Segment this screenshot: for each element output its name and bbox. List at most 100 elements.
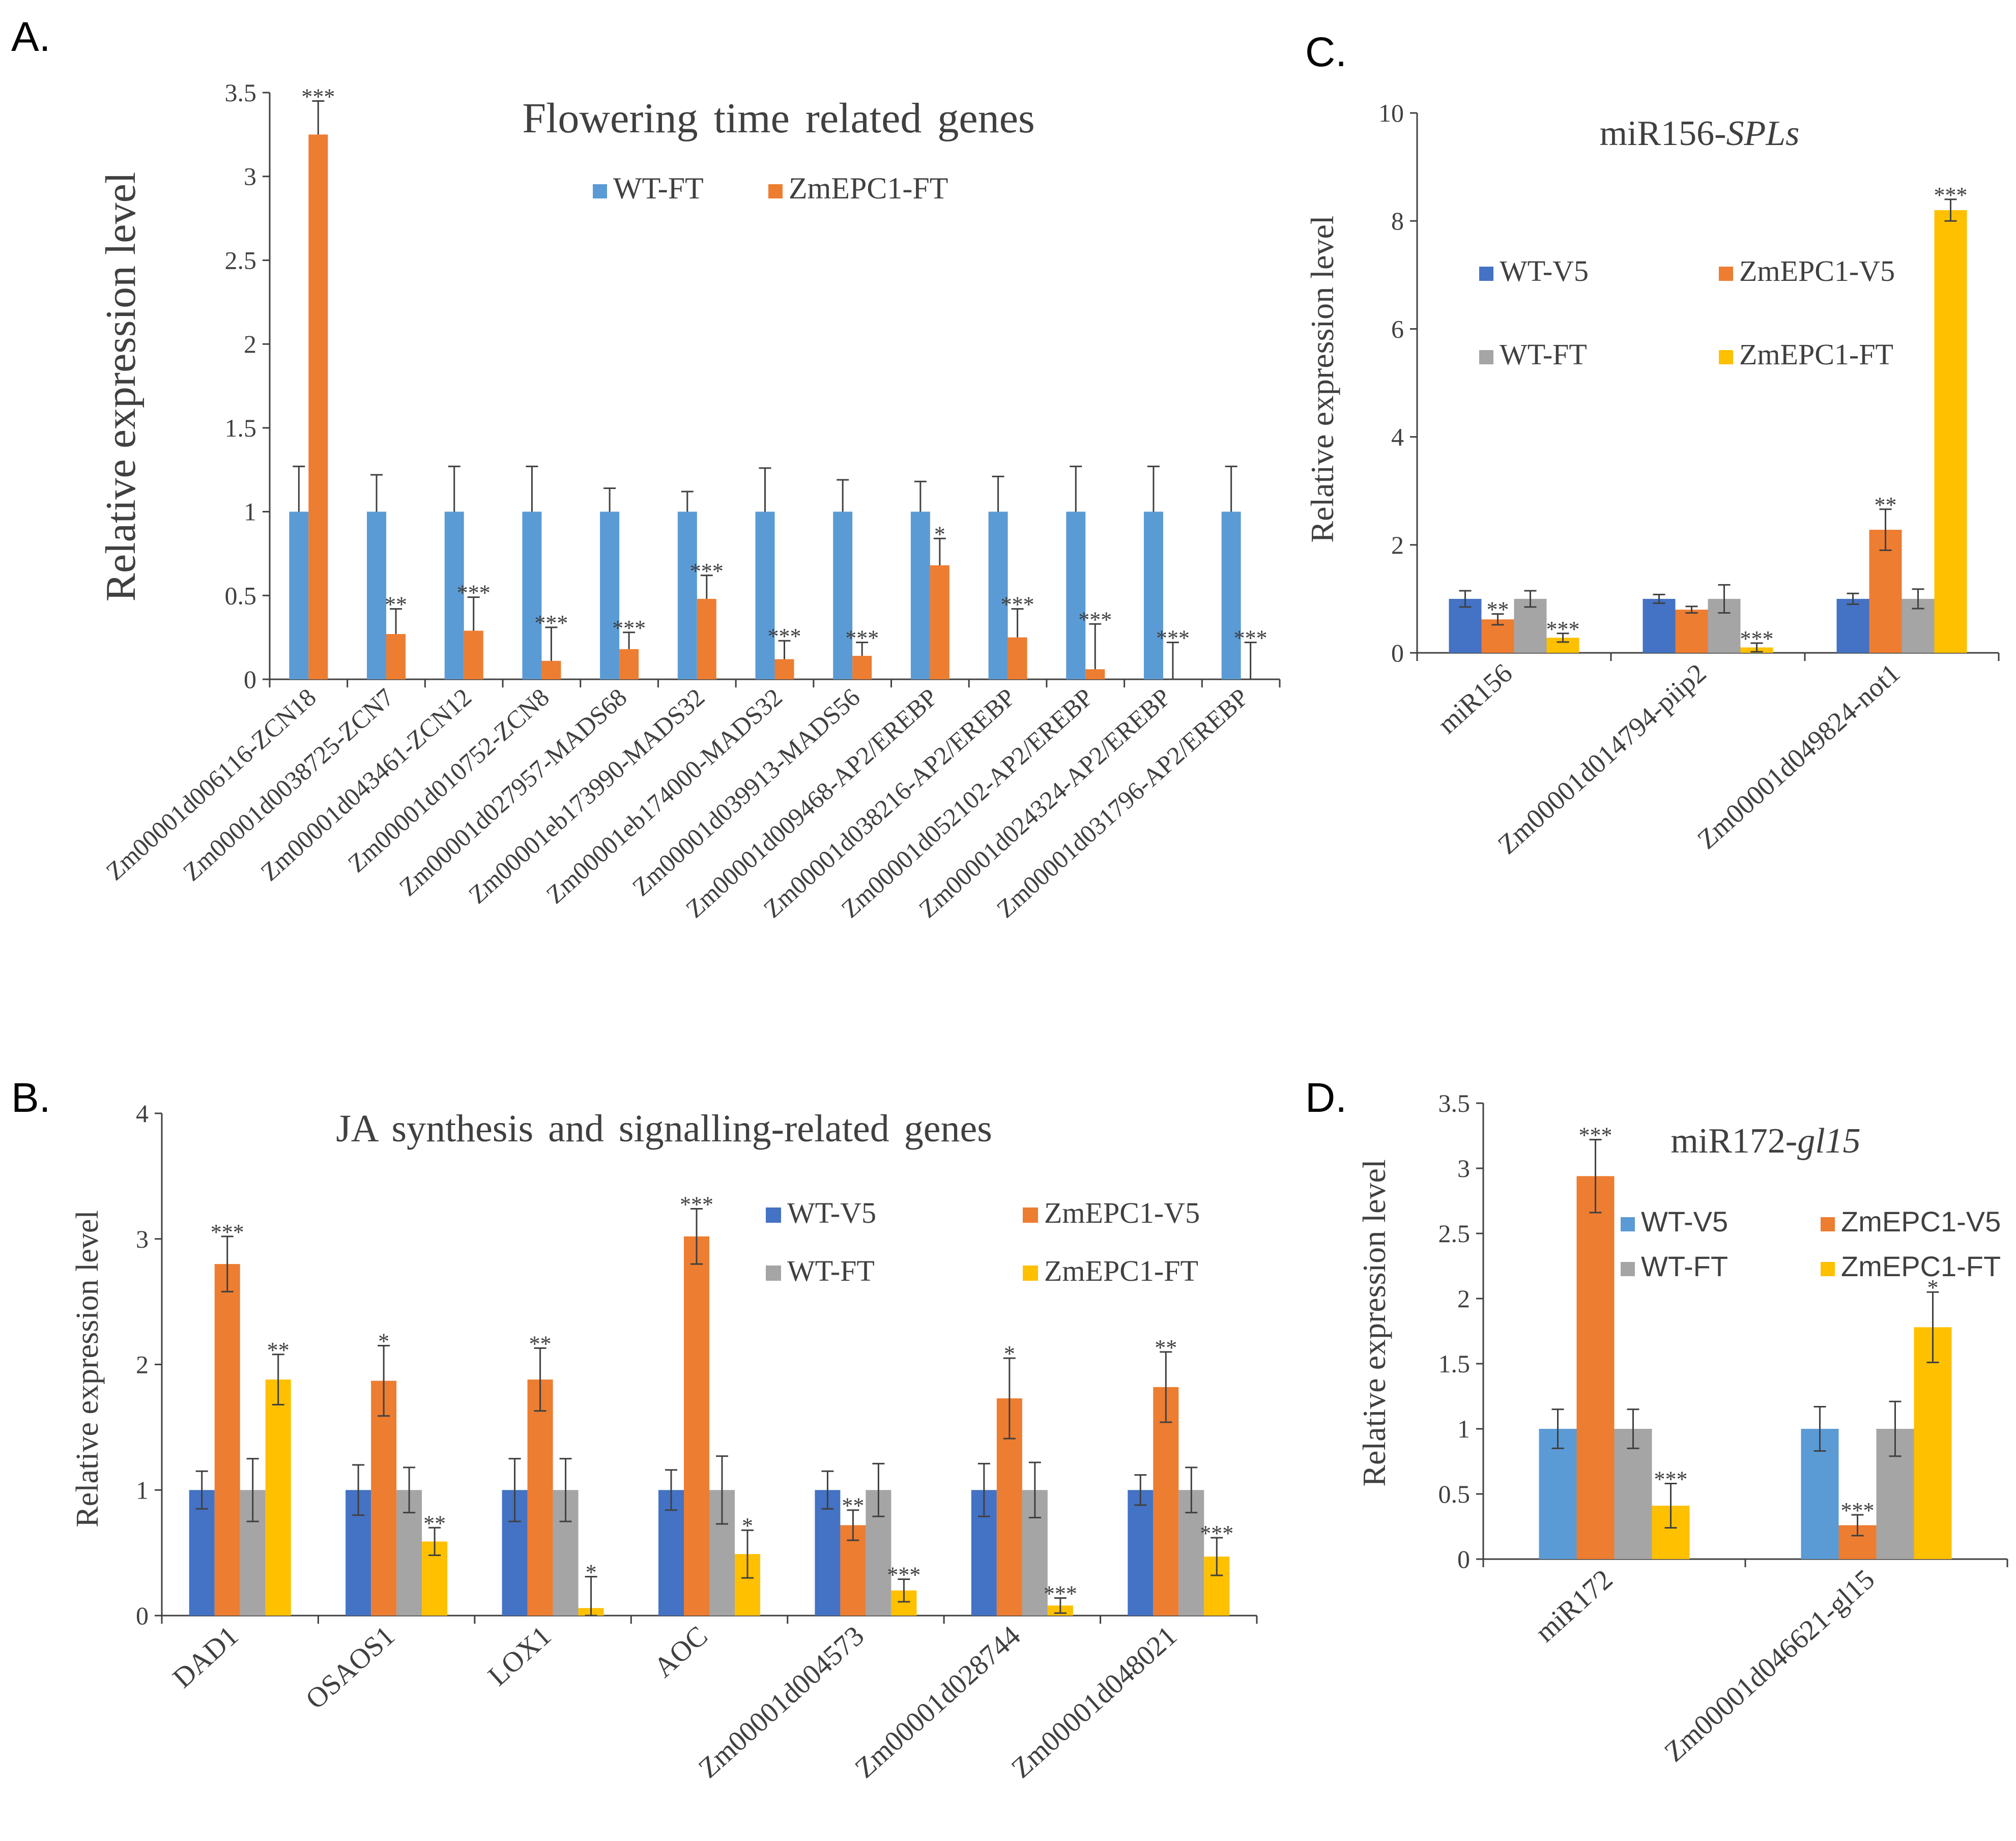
significance-label: * [586,1560,597,1585]
y-tick-label: 0.5 [225,581,257,610]
y-tick-label: 3 [244,162,256,191]
significance-label: * [1927,1275,1939,1300]
significance-label: ** [842,1493,864,1518]
bar-wt-v5 [1128,1490,1154,1616]
bar-zmepc1-ft [1007,637,1027,679]
chart-title: JA synthesis and signalling-related gene… [336,1107,992,1150]
bar-wt-ft [289,511,309,679]
significance-label: ** [529,1331,552,1356]
legend-label: WT-V5 [787,1196,876,1229]
y-tick-label: 3 [136,1225,149,1253]
chart-title: miR156-SPLs [1600,114,1800,153]
significance-label: *** [1934,183,1968,208]
bar-zmepc1-ft [386,634,406,679]
significance-label: *** [1200,1521,1233,1546]
significance-label: * [742,1513,753,1538]
bar-wt-ft [1614,1429,1652,1559]
bar-zmepc1-ft [619,649,639,679]
significance-label: * [1004,1341,1015,1366]
significance-label: ** [385,592,407,617]
y-tick-label: 1.5 [225,414,257,442]
bar-wt-v5 [1539,1429,1577,1559]
legend-swatch [1479,350,1493,364]
significance-label: *** [1654,1467,1688,1492]
bar-wt-ft [1221,511,1241,679]
bar-zmepc1-ft [1934,210,1967,653]
y-tick-label: 3 [1457,1154,1470,1183]
legend-swatch [593,184,607,198]
legend-swatch [766,1207,781,1223]
significance-label: *** [301,84,335,109]
significance-label: *** [457,581,491,606]
y-tick-label: 2 [244,330,256,358]
bar-wt-ft [910,511,930,679]
bar-zmepc1-v5 [527,1379,553,1616]
legend-swatch [1621,1217,1635,1231]
y-tick-label: 0.5 [1438,1480,1471,1508]
y-tick-label: 2.5 [1438,1219,1471,1248]
legend-label: WT-FT [1500,338,1587,371]
y-tick-label: 0 [136,1601,149,1630]
legend-label: ZmEPC1-FT [1044,1254,1198,1287]
legend-swatch [1719,267,1733,281]
significance-label: *** [1001,592,1034,617]
bar-zmepc1-v5 [1576,1176,1615,1559]
bar-wt-ft [1143,511,1163,679]
significance-label: * [934,522,945,546]
bar-zmepc1-ft [541,660,561,679]
y-tick-label: 10 [1378,99,1404,127]
y-tick-label: 2.5 [225,246,257,274]
significance-label: *** [1841,1498,1875,1523]
significance-label: ** [267,1338,290,1363]
legend-label: WT-FT [1641,1250,1728,1282]
bar-wt-v5 [189,1490,215,1616]
bar-wt-ft [600,511,620,679]
legend-label: ZmEPC1-FT [1739,338,1893,371]
bar-zmepc1-ft [930,565,949,679]
chart-title-main: miR156- [1600,114,1726,153]
significance-label: *** [612,616,646,641]
y-tick-label: 2 [1391,531,1404,559]
legend-swatch [1621,1262,1635,1276]
significance-label: *** [680,1192,713,1217]
significance-label: ** [1487,597,1509,622]
significance-label: *** [1740,626,1774,651]
y-tick-label: 6 [1391,314,1404,343]
significance-label: ** [1155,1335,1177,1360]
significance-label: ** [423,1511,446,1536]
y-axis-title: Relative expression level [70,1210,105,1527]
y-tick-label: 3.5 [1438,1089,1471,1117]
bar-zmepc1-v5 [1153,1387,1179,1616]
legend-label: WT-FT [613,171,704,205]
bar-zmepc1-ft [464,630,483,679]
y-tick-label: 3.5 [225,78,257,107]
y-tick-label: 8 [1391,207,1404,235]
legend-label: WT-V5 [1500,254,1589,287]
panel-label: B. [11,1075,50,1121]
significance-label: *** [1234,626,1268,651]
chart-title: Flowering time related genes [522,95,1034,142]
panel-label: C. [1305,29,1347,75]
y-tick-label: 4 [1391,423,1404,451]
y-tick-label: 2 [136,1350,149,1379]
legend-swatch [1821,1217,1835,1231]
bar-zmepc1-ft [308,134,328,679]
legend-swatch [1479,267,1493,281]
y-tick-label: 0 [1457,1545,1470,1573]
panel-label: A. [11,14,50,60]
legend-label: ZmEPC1-FT [789,171,948,205]
bar-zmepc1-v5 [214,1264,240,1616]
legend-swatch [1719,350,1733,364]
bar-zmepc1-v5 [684,1236,709,1616]
y-tick-label: 4 [136,1099,149,1128]
y-tick-label: 0 [244,665,256,694]
bar-wt-ft [833,511,853,679]
bar-zmepc1-ft [852,655,872,679]
bar-zmepc1-ft [774,659,794,679]
chart-title-main: miR172- [1671,1121,1797,1161]
chart-title-italic: gl15 [1797,1121,1860,1161]
y-tick-label: 1.5 [1438,1349,1471,1378]
bar-zmepc1-v5 [1675,610,1708,653]
bar-wt-v5 [815,1490,841,1616]
legend-label: WT-V5 [1641,1205,1728,1238]
